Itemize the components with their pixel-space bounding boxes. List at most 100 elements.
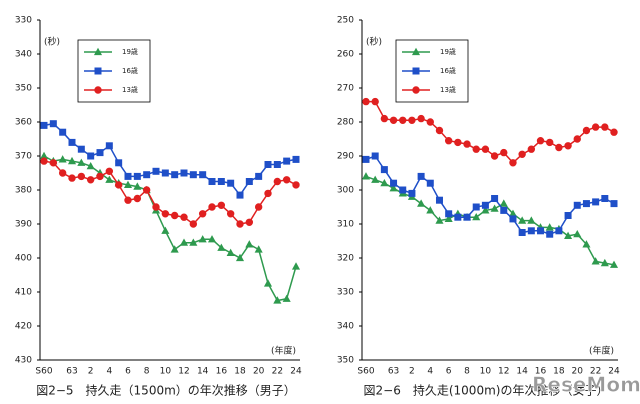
series-line [43, 155, 297, 302]
data-point [254, 203, 263, 211]
x-tick-label: 63 [66, 367, 77, 377]
data-point [518, 150, 526, 159]
data-point [463, 213, 471, 221]
data-point [545, 223, 554, 231]
data-point [143, 171, 151, 179]
x-tick-label: 2 [88, 367, 94, 377]
data-point [417, 199, 426, 207]
legend-label: 16歳 [122, 66, 138, 75]
data-point [426, 206, 435, 214]
x-tick-label: 8 [144, 367, 150, 377]
data-point [509, 215, 517, 223]
x-axis-label: (年度) [271, 345, 296, 357]
data-point [58, 155, 67, 163]
data-point [555, 227, 563, 235]
data-point [444, 214, 453, 222]
y-tick-label: 390 [15, 220, 32, 230]
data-point [189, 220, 198, 228]
data-point [371, 152, 379, 160]
data-point [555, 143, 563, 152]
data-point [123, 180, 133, 188]
legend-marker [412, 67, 420, 75]
data-point [105, 175, 114, 183]
data-point [96, 149, 104, 157]
data-point [591, 123, 600, 131]
x-tick-label: 8 [464, 367, 470, 377]
data-point [245, 218, 254, 227]
data-point [105, 167, 114, 176]
data-point [592, 198, 600, 206]
x-tick-label: 20 [253, 367, 265, 377]
y-tick-label: 420 [15, 322, 32, 332]
data-point [371, 97, 379, 106]
data-point [226, 248, 235, 256]
data-point [49, 159, 58, 167]
y-axis-label: (秒) [366, 36, 382, 48]
data-point [582, 126, 591, 135]
y-tick-label: 350 [15, 84, 32, 94]
data-point [198, 210, 207, 218]
data-point [105, 142, 113, 150]
x-tick-label: 18 [553, 367, 565, 377]
y-tick-label: 270 [337, 84, 354, 94]
y-tick-label: 300 [337, 186, 354, 196]
data-point [96, 172, 104, 181]
data-point [537, 227, 545, 235]
series-line [366, 100, 615, 164]
x-tick-label: 18 [234, 367, 246, 377]
y-tick-label: 310 [337, 220, 354, 230]
data-point [161, 226, 170, 234]
data-point [601, 123, 609, 131]
data-point [87, 152, 95, 160]
data-point [582, 200, 590, 208]
data-point [500, 148, 508, 157]
data-point [180, 213, 188, 221]
data-point [389, 116, 398, 125]
data-point [573, 201, 581, 209]
data-point [273, 161, 281, 168]
data-point [124, 196, 132, 204]
data-point [263, 279, 273, 287]
data-point [152, 167, 160, 175]
legend-label: 16歳 [440, 66, 456, 75]
legend-marker [94, 67, 102, 75]
data-point [264, 161, 272, 168]
data-point [86, 161, 95, 170]
data-point [546, 138, 554, 147]
data-point [291, 262, 301, 270]
data-point [490, 204, 499, 212]
legend-marker [94, 86, 102, 94]
data-point [152, 203, 160, 211]
data-point [361, 172, 371, 180]
data-point [582, 240, 591, 248]
data-point [58, 169, 67, 177]
data-point [124, 172, 132, 180]
data-point [189, 238, 198, 246]
data-point [255, 172, 263, 180]
x-tick-label: 12 [178, 367, 189, 377]
chart-caption: 図2−5 持久走（1500m）の年次推移（男子） [36, 383, 296, 398]
data-point [199, 171, 207, 179]
data-point [170, 245, 179, 253]
data-point [609, 260, 619, 268]
data-point [198, 235, 207, 243]
data-point [564, 231, 573, 239]
data-point [399, 186, 407, 194]
data-point [591, 257, 600, 265]
data-point [500, 206, 508, 214]
data-point [445, 210, 453, 218]
series-line [365, 175, 615, 266]
chart-caption: 図2−6 持久走(1000m)の年次推移（女子） [364, 383, 609, 398]
x-tick-label: 22 [590, 367, 601, 377]
data-point [226, 210, 235, 218]
data-point [133, 182, 142, 190]
y-tick-label: 330 [15, 16, 32, 26]
y-tick-label: 430 [15, 356, 32, 366]
data-point [77, 172, 86, 181]
x-tick-label: 4 [427, 367, 433, 377]
x-tick-label: S60 [357, 367, 374, 377]
data-point [179, 238, 189, 246]
x-tick-label: 16 [216, 367, 228, 377]
data-point [454, 213, 462, 221]
series-line [43, 122, 297, 197]
